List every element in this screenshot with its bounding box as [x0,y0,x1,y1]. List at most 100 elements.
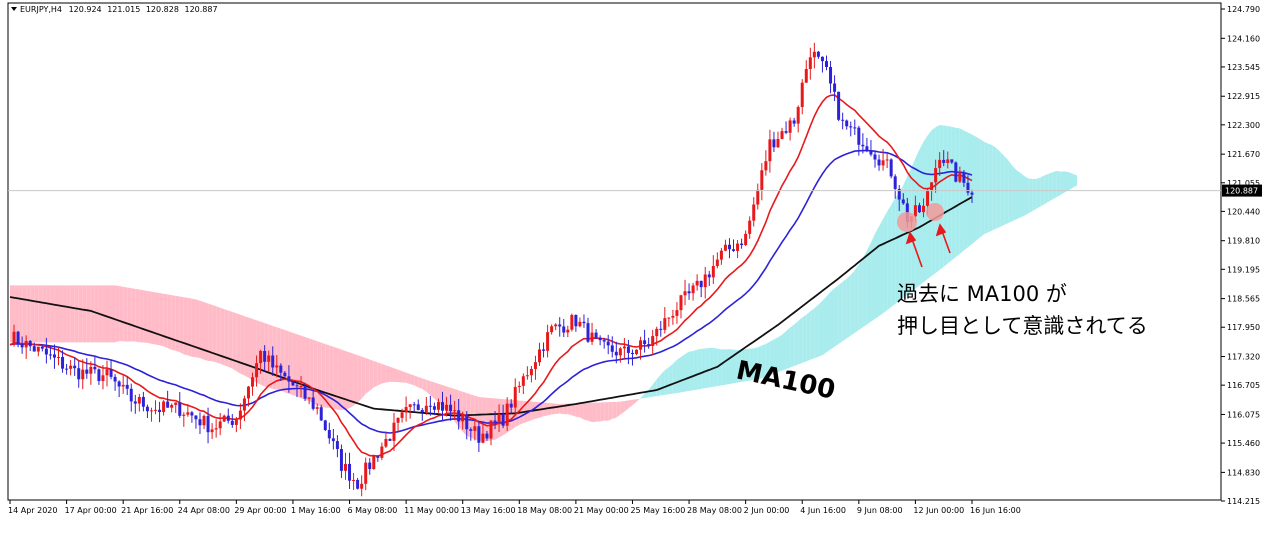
cloud-segment [579,403,584,420]
cloud-segment [34,285,39,343]
cloud-segment [288,331,293,396]
candle-body [117,381,121,387]
cloud-segment [240,314,245,376]
cloud-segment [115,285,120,343]
candle-body [687,291,691,294]
cloud-segment [761,344,766,379]
candle-body [352,479,356,481]
candle-body [788,120,792,133]
cloud-segment [248,317,253,381]
cloud-segment [50,285,55,343]
candle-body [149,410,153,412]
candle-body [679,295,683,311]
candle-body [69,365,73,369]
cloud-segment [102,285,108,343]
candle-body [566,329,570,333]
cloud-segment [697,348,702,390]
candle-body [849,126,853,128]
candle-body [578,321,582,327]
cloud-segment [22,285,27,343]
candle-body [339,449,343,471]
candle-body [489,420,493,439]
candle-body [275,365,279,368]
cloud-segment [705,347,710,389]
x-tick-label: 2 Jun 00:00 [744,506,790,515]
candle-body [663,318,667,330]
cloud-segment [195,299,200,359]
cloud-segment [155,292,160,346]
cloud-segment [660,370,665,396]
cloud-segment [632,399,637,406]
cloud-segment [123,286,128,342]
cloud-segment [931,127,936,277]
candle-body [521,376,525,386]
support-touch-2 [926,203,944,221]
cloud-segment [470,394,475,440]
cloud-segment [139,289,144,343]
cloud-segment [806,311,811,362]
cloud-segment [850,270,855,336]
cloud-segment [446,386,451,417]
cloud-segment [887,205,892,311]
cloud-segment [923,135,928,283]
cloud-segment [862,250,867,328]
candle-body [331,438,335,442]
candle-body [752,204,756,221]
candle-body [242,398,246,411]
candle-body [48,354,52,356]
candle-body [32,346,36,352]
candle-body [602,340,606,342]
y-tick-label: 116.075 [1227,410,1260,419]
cloud-segment [583,402,589,421]
cloud-segment [349,352,354,409]
cloud-segment [729,349,734,384]
candle-body [764,161,768,171]
cloud-segment [1056,170,1061,197]
open-value: 120.924 [69,5,102,14]
cloud-segment [838,281,843,344]
dropdown-triangle-icon[interactable] [11,7,17,11]
candle-body [707,274,711,278]
candle-body [246,386,250,399]
cloud-segment [14,285,19,343]
cloud-segment [280,328,285,393]
arrow-1 [911,238,923,268]
candle-body [845,120,849,127]
current-price-value: 120.887 [1225,187,1258,196]
cloud-segment [30,285,35,343]
cloud-segment [1073,173,1078,188]
cloud-segment [988,143,993,233]
candle-body [736,243,740,251]
candle-body [65,368,69,370]
cloud-segment [854,264,859,333]
candle-body [622,346,626,349]
candle-body [113,376,117,382]
candle-body [16,331,20,345]
cloud-segment [757,345,762,380]
candle-body [930,182,934,191]
candle-body [190,412,194,416]
cloud-segment [1052,170,1057,200]
candle-body [404,407,408,413]
candle-body [509,403,513,408]
candle-body [440,402,444,411]
cloud-segment [361,356,366,399]
y-tick-label: 122.915 [1227,92,1260,101]
candle-body [299,385,303,387]
candle-body [711,266,715,278]
cloud-segment [608,401,613,421]
candle-body [380,446,384,458]
candle-body [206,415,210,433]
candle-body [291,381,295,386]
candle-body [610,345,614,352]
candle-body [841,119,845,121]
cloud-segment [434,382,439,403]
candle-body [158,409,162,412]
annotation-arrows [905,223,951,268]
cloud-segment [891,198,896,308]
x-tick-label: 13 May 16:00 [461,506,516,515]
cloud-segment [329,345,334,409]
cloud-segment [418,376,423,390]
cloud-segment [284,330,289,394]
